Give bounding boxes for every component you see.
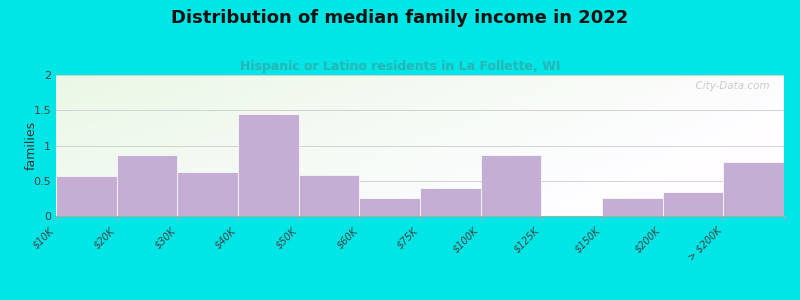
Bar [56, 176, 117, 216]
Bar [662, 192, 723, 216]
Bar [420, 188, 481, 216]
Text: Hispanic or Latino residents in La Follette, WI: Hispanic or Latino residents in La Folle… [240, 60, 560, 73]
Bar [117, 155, 178, 216]
Bar [359, 198, 420, 216]
Bar [481, 155, 542, 216]
Bar [238, 114, 298, 216]
Text: City-Data.com: City-Data.com [689, 81, 770, 91]
Y-axis label: families: families [24, 121, 38, 170]
Bar [723, 162, 784, 216]
Text: Distribution of median family income in 2022: Distribution of median family income in … [171, 9, 629, 27]
Bar [298, 175, 359, 216]
Bar [602, 198, 662, 216]
Bar [178, 172, 238, 216]
